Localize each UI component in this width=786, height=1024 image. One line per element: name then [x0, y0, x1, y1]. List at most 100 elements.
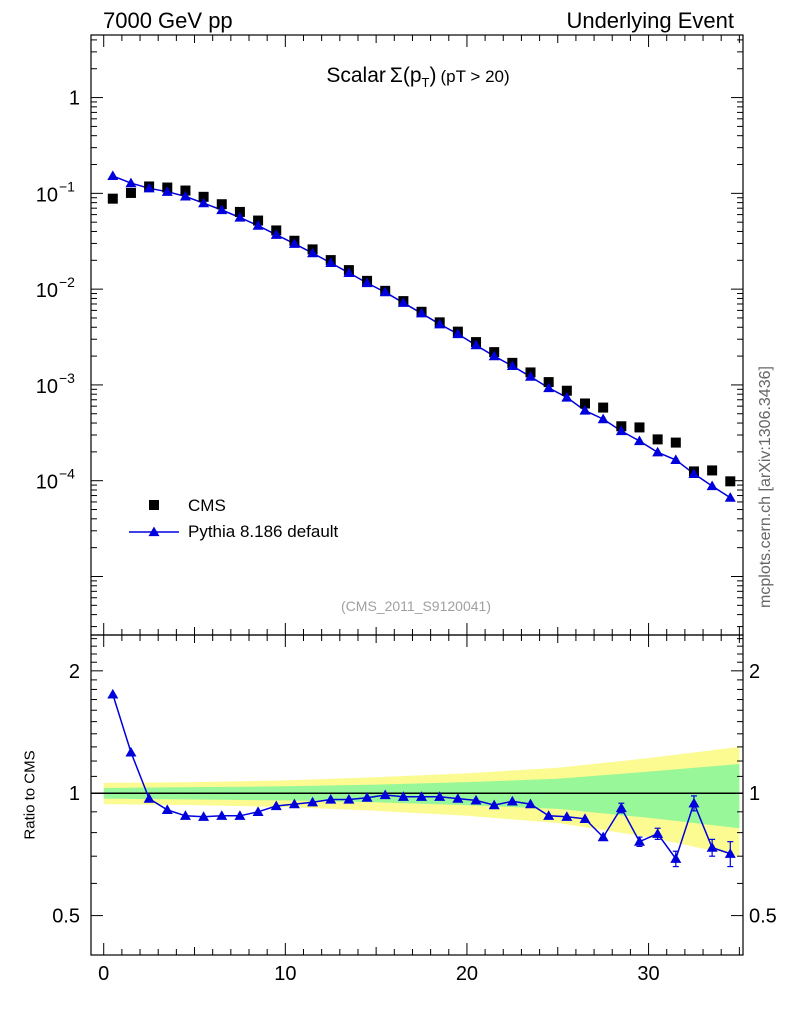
- ratio-y-tick-label-right: 1: [749, 783, 760, 805]
- y-tick-label: 1: [69, 88, 80, 110]
- ratio-data-point: [506, 795, 518, 806]
- mc-data-point: [161, 186, 173, 196]
- cms-data-point: [670, 437, 681, 448]
- ratio-data-point: [125, 746, 137, 757]
- mc-data-point: [470, 339, 482, 350]
- ratio-data-point: [397, 791, 409, 801]
- ratio-data-point: [198, 811, 210, 821]
- legend-marker-cms: [149, 500, 159, 510]
- y-tick-label: 10: [36, 280, 58, 302]
- legend-label-cms: CMS: [188, 496, 226, 515]
- ratio-data-point: [488, 799, 500, 810]
- mc-data-point: [179, 190, 191, 201]
- ratio-data-point: [434, 791, 446, 801]
- mc-data-point: [688, 468, 700, 478]
- cms-data-point: [598, 402, 609, 413]
- cms-data-point: [107, 193, 118, 204]
- ratio-data-point: [579, 813, 591, 823]
- mc-data-point: [270, 229, 282, 239]
- plot-title: Scalar Σ(pT) (pT > 20): [326, 64, 509, 90]
- ratio-data-point: [343, 794, 355, 804]
- mc-data-point: [561, 391, 573, 402]
- header-right: Underlying Event: [566, 8, 734, 33]
- ratio-data-point: [143, 793, 155, 803]
- mc-data-point: [434, 318, 446, 329]
- mc-data-point: [307, 247, 319, 258]
- y-tick-label: 10: [36, 376, 58, 398]
- mc-data-point: [325, 257, 337, 268]
- title-close: ): [429, 64, 437, 87]
- ratio-y-tick-label-left: 1: [69, 783, 80, 805]
- x-tick-label: 0: [98, 963, 109, 985]
- ratio-data-point: [216, 810, 228, 820]
- y-tick-label-exponent: −3: [59, 370, 75, 386]
- title-prefix: Scalar: [326, 64, 386, 87]
- cms-data-point: [634, 422, 645, 433]
- ratio-data-point: [633, 836, 645, 846]
- cms-data-point: [579, 398, 590, 409]
- source-tag: (CMS_2011_S9120041): [341, 598, 491, 614]
- cms-data-point: [234, 206, 245, 217]
- legend-marker-pythia: [148, 526, 160, 537]
- x-tick-label: 30: [637, 963, 659, 985]
- title-symbol: Σ(p: [389, 64, 422, 87]
- ratio-y-tick-label-right: 0.5: [749, 906, 777, 928]
- mc-data-point: [361, 277, 373, 288]
- y-tick-label-exponent: −4: [59, 466, 75, 482]
- x-tick-label: 10: [274, 963, 296, 985]
- mc-data-point: [452, 328, 464, 339]
- cms-data-point: [180, 185, 191, 196]
- y-tick-label: 10: [36, 472, 58, 494]
- ratio-data-point: [161, 804, 173, 814]
- ratio-data-point: [561, 811, 573, 821]
- ratio-y-tick-label-left: 0.5: [52, 906, 80, 928]
- mc-data-point: [107, 170, 119, 181]
- ratio-y-tick-label-right: 2: [749, 661, 760, 683]
- mc-data-point: [234, 211, 246, 222]
- ratio-y-tick-label-left: 2: [69, 661, 80, 683]
- cms-data-point: [543, 377, 554, 388]
- y-tick-label-exponent: −2: [59, 274, 75, 290]
- ratio-data-point: [361, 792, 373, 802]
- cms-data-point: [198, 191, 209, 202]
- ratio-data-point: [452, 793, 464, 803]
- mc-data-point: [597, 413, 609, 424]
- mc-data-point: [543, 382, 555, 393]
- cms-data-point: [725, 476, 736, 487]
- ratio-data-point: [379, 789, 391, 800]
- ratio-data-point: [706, 842, 718, 852]
- ratio-data-point: [470, 794, 482, 805]
- cms-data-point: [652, 434, 663, 445]
- mc-data-point: [252, 220, 264, 230]
- ratio-data-point: [270, 800, 282, 811]
- ratio-data-point: [307, 796, 319, 807]
- cms-data-point: [125, 187, 136, 198]
- cms-data-point: [707, 465, 718, 476]
- ratio-data-point: [688, 797, 700, 808]
- mc-data-point: [397, 297, 409, 307]
- title-suffix: (pT > 20): [440, 67, 510, 86]
- ratio-data-point: [325, 794, 337, 804]
- side-label: mcplots.cern.ch [arXiv:1306.3436]: [757, 366, 774, 608]
- mc-line: [112, 175, 731, 499]
- ratio-data-point: [597, 831, 609, 842]
- mc-data-point: [724, 492, 736, 502]
- ratio-data-point: [670, 853, 682, 863]
- ratio-data-point: [543, 810, 555, 820]
- mc-data-point: [525, 371, 537, 381]
- mc-data-point: [579, 405, 591, 415]
- header-left: 7000 GeV pp: [103, 8, 233, 33]
- ratio-data-point: [525, 798, 537, 809]
- mc-data-point: [506, 360, 518, 371]
- mc-data-point: [288, 238, 300, 248]
- ratio-data-point: [179, 810, 191, 820]
- ratio-data-point: [288, 798, 300, 809]
- legend-label-pythia: Pythia 8.186 default: [188, 522, 339, 541]
- mc-data-point: [633, 435, 645, 446]
- mc-data-point: [216, 204, 228, 215]
- mc-data-point: [652, 446, 664, 457]
- ratio-axis-label: Ratio to CMS: [21, 750, 39, 840]
- ratio-data-point: [234, 810, 246, 820]
- main-panel-frame: [90, 34, 744, 636]
